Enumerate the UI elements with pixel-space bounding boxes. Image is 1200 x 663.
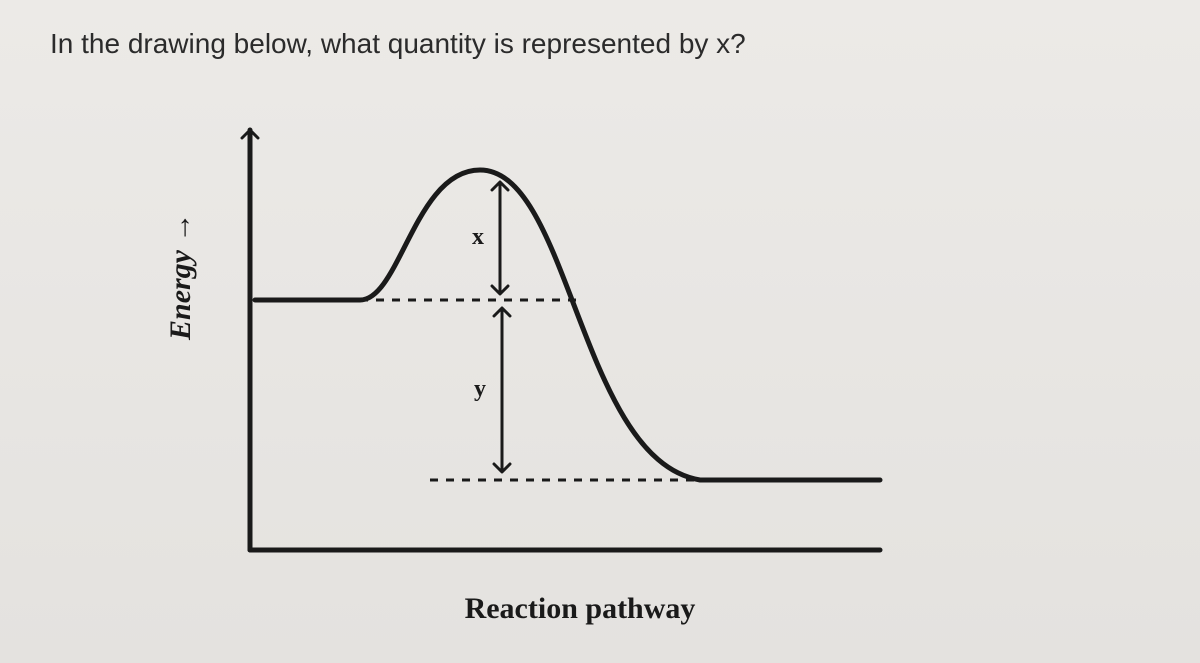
energy-diagram: Energy → x y Reaction pathway xyxy=(200,110,960,630)
y-axis-label-text: Energy xyxy=(164,250,197,340)
question-text: In the drawing below, what quantity is r… xyxy=(50,28,746,60)
marker-y: y xyxy=(474,376,486,403)
marker-x: x xyxy=(472,224,484,251)
diagram-svg xyxy=(200,110,960,580)
y-axis-label: Energy → xyxy=(164,213,198,341)
page: In the drawing below, what quantity is r… xyxy=(0,0,1200,663)
x-axis-label: Reaction pathway xyxy=(200,592,960,626)
